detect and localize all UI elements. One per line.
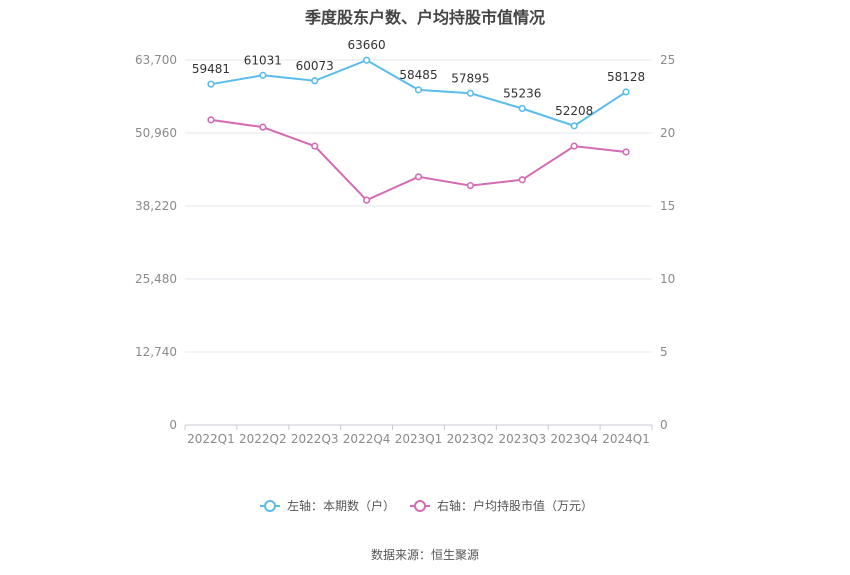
data-label: 57895 xyxy=(451,71,489,85)
right-axis-tick-label: 10 xyxy=(660,272,675,286)
x-axis-tick-label: 2023Q2 xyxy=(447,432,495,446)
data-label: 52208 xyxy=(555,104,593,118)
left-axis-tick-label: 25,480 xyxy=(135,272,177,286)
x-axis-tick-label: 2022Q2 xyxy=(239,432,287,446)
data-point xyxy=(259,123,267,131)
left-axis-tick-label: 63,700 xyxy=(135,53,177,67)
data-point xyxy=(466,89,474,97)
data-point xyxy=(518,176,526,184)
series-line-2 xyxy=(210,118,627,202)
chart-title: 季度股东户数、户均持股市值情况 xyxy=(304,8,545,27)
data-point xyxy=(207,80,215,88)
data-label: 59481 xyxy=(192,62,230,76)
legend-label: 左轴：本期数（户） xyxy=(287,498,395,513)
data-label: 58485 xyxy=(399,68,437,82)
x-axis-tick-label: 2022Q1 xyxy=(187,432,235,446)
x-axis-tick-label: 2022Q3 xyxy=(291,432,339,446)
data-point xyxy=(466,181,474,190)
right-axis-tick-label: 5 xyxy=(660,345,668,359)
data-label: 55236 xyxy=(503,86,541,100)
right-axis-tick-label: 0 xyxy=(660,418,668,432)
right-axis-tick-label: 20 xyxy=(660,126,675,140)
right-axis-tick-label: 15 xyxy=(660,199,675,213)
data-point xyxy=(414,173,423,181)
data-point xyxy=(414,86,423,94)
data-label: 63660 xyxy=(348,38,386,52)
x-axis-tick-label: 2024Q1 xyxy=(602,432,650,446)
x-axis-tick-label: 2023Q4 xyxy=(550,432,598,446)
data-label: 61031 xyxy=(244,53,282,67)
x-axis-tick-label: 2022Q4 xyxy=(343,432,391,446)
legend-marker xyxy=(264,500,276,512)
data-point xyxy=(207,116,215,124)
legend-label: 右轴：户均持股市值（万元） xyxy=(437,498,593,513)
data-point xyxy=(311,77,319,85)
data-label: 58128 xyxy=(607,70,645,84)
x-axis-tick-label: 2023Q1 xyxy=(395,432,443,446)
data-point xyxy=(570,142,578,150)
data-point xyxy=(622,88,630,96)
data-point xyxy=(622,148,630,156)
right-axis-tick-label: 25 xyxy=(660,53,675,67)
data-point xyxy=(570,122,578,130)
legend-marker xyxy=(414,500,426,512)
data-source: 数据来源：恒生聚源 xyxy=(370,548,479,562)
left-axis-tick-label: 50,960 xyxy=(135,126,177,140)
data-label: 60073 xyxy=(296,59,334,73)
data-point xyxy=(363,56,371,64)
left-axis-tick-label: 38,220 xyxy=(135,199,177,213)
x-axis-tick-label: 2023Q3 xyxy=(498,432,546,446)
left-axis-tick-label: 0 xyxy=(169,418,177,432)
data-point xyxy=(311,142,319,150)
data-point xyxy=(363,196,371,204)
left-axis-tick-label: 12,740 xyxy=(135,345,177,359)
data-point xyxy=(259,71,267,79)
line-chart: 0 0 12,740 5 25,480 10 38,220 15 50,960 20 63,700 2… xyxy=(135,38,675,513)
data-point xyxy=(518,104,526,113)
